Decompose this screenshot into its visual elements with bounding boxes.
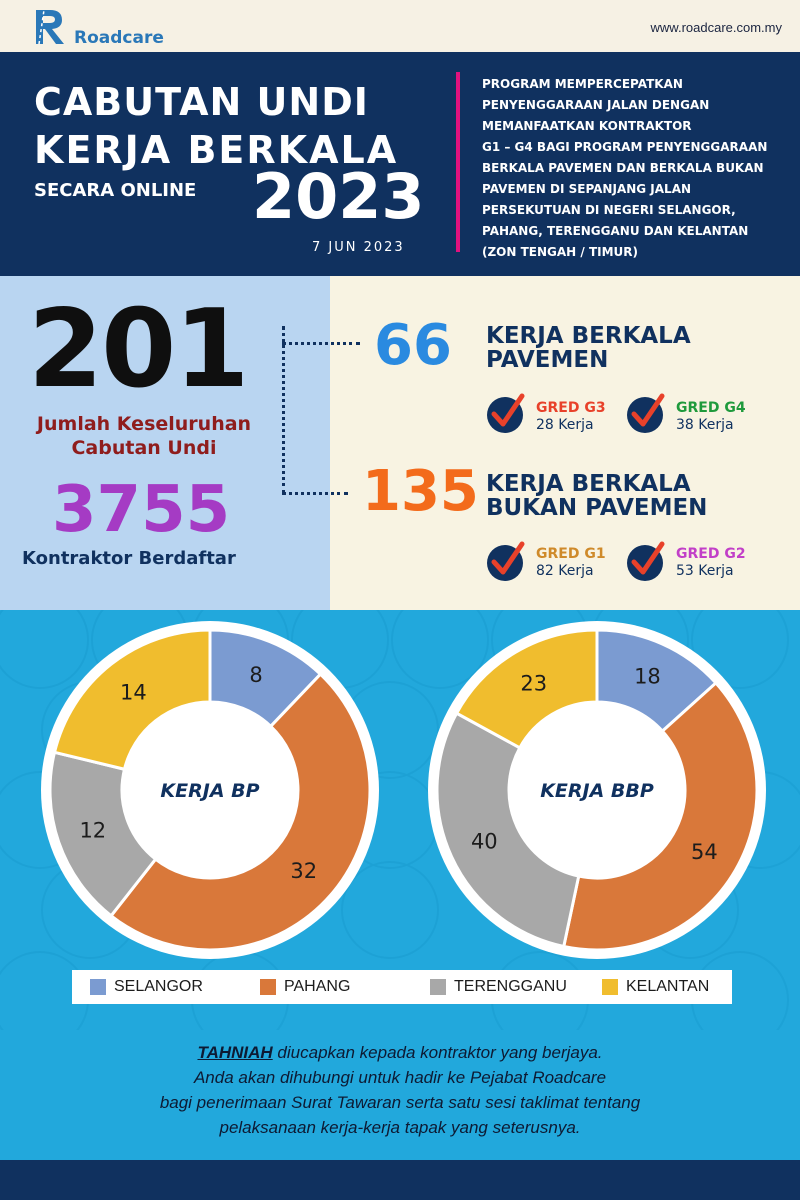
- title-line-2: KERJA BERKALA: [34, 128, 399, 172]
- description-line: BERKALA PAVEMEN DAN BERKALA BUKAN: [482, 161, 764, 175]
- tahniah-word: TAHNIAH: [197, 1043, 273, 1062]
- message-line: bagi penerimaan Surat Tawaran serta satu…: [159, 1093, 641, 1112]
- grade-jobs: 53 Kerja: [676, 563, 734, 579]
- description-line: PAVEMEN DI SEPANJANG JALAN: [482, 182, 692, 196]
- pavement-count: 66: [374, 313, 452, 378]
- slice-value-label: 8: [249, 663, 262, 687]
- description-line: G1 – G4 BAGI PROGRAM PENYENGGARAAN: [482, 140, 768, 154]
- slice-value-label: 23: [520, 671, 547, 695]
- legend-swatch: [90, 979, 106, 995]
- subtitle: SECARA ONLINE: [34, 180, 197, 201]
- donut-hole: [124, 704, 296, 876]
- legend-swatch: [260, 979, 276, 995]
- legend-label: SELANGOR: [114, 978, 203, 995]
- description-line: PENYENGGARAAN JALAN DENGAN: [482, 98, 710, 112]
- header-banner: CABUTAN UNDI KERJA BERKALA SECARA ONLINE…: [0, 52, 800, 276]
- donut-slice-terengganu: [435, 711, 581, 949]
- donut-slice-pahang: [561, 680, 759, 952]
- total-draws-label-line: Jumlah Keseluruhan: [36, 413, 252, 435]
- donut-hole: [511, 704, 683, 876]
- contractors-label: Kontraktor Berdaftar: [22, 548, 236, 569]
- legend-label: KELANTAN: [626, 978, 710, 995]
- total-draws-label-line: Cabutan Undi: [71, 437, 217, 459]
- summary-panel: [0, 276, 330, 610]
- message-line: pelaksanaan kerja-kerja tapak yang seter…: [219, 1118, 581, 1137]
- donut-slice-pahang: [108, 672, 372, 952]
- grade-label: GRED G4: [676, 400, 746, 416]
- pavement-title: KERJA BERKALA PAVEMEN: [486, 324, 691, 372]
- program-description: PROGRAM MEMPERCEPATKAN PENYENGGARAAN JAL…: [482, 74, 782, 263]
- total-draws-value: 201: [28, 287, 249, 412]
- grade-jobs: 82 Kerja: [536, 563, 594, 579]
- legend-swatch: [430, 979, 446, 995]
- donut-title: KERJA BP: [160, 780, 259, 802]
- donut-title: KERJA BBP: [540, 780, 654, 802]
- donut-chart-1: 8 32 12 14 KERJA BP: [41, 621, 379, 959]
- top-bar: Roadcare www.roadcare.com.my: [0, 0, 800, 52]
- message-line: Anda akan dihubungi untuk hadir ke Pejab…: [193, 1068, 607, 1087]
- legend-label: TERENGGANU: [454, 978, 567, 995]
- slice-value-label: 14: [120, 681, 147, 705]
- non-pavement-count: 135: [362, 459, 479, 524]
- non-pavement-title-line: KERJA BERKALA: [486, 471, 691, 497]
- description-line: PROGRAM MEMPERCEPATKAN: [482, 77, 683, 91]
- event-date: 7 JUN 2023: [312, 240, 405, 255]
- donut-slice-kelantan: [52, 628, 212, 772]
- grade-label: GRED G1: [536, 546, 606, 562]
- grade-label: GRED G3: [536, 400, 606, 416]
- non-pavement-title: KERJA BERKALA BUKAN PAVEMEN: [486, 472, 707, 520]
- grade-jobs: 28 Kerja: [536, 417, 594, 433]
- legend-item-terengganu: TERENGGANU: [430, 978, 567, 996]
- chart-area: 8 32 12 14 KERJA BP 18 54 40 23 KERJA BBP: [0, 610, 800, 1030]
- brand-name: Roadcare: [74, 28, 164, 48]
- message-line: TAHNIAH diucapkan kepada kontraktor yang…: [40, 1040, 760, 1065]
- donut-slice-kelantan: [454, 628, 599, 750]
- bottom-bar: [0, 1160, 800, 1200]
- total-draws-label: Jumlah Keseluruhan Cabutan Undi: [14, 412, 274, 460]
- slice-value-label: 54: [691, 840, 718, 864]
- legend-item-kelantan: KELANTAN: [602, 978, 709, 996]
- title-line-1: CABUTAN UNDI: [34, 80, 369, 124]
- pavement-title-line: KERJA BERKALA: [486, 323, 691, 349]
- slice-value-label: 32: [290, 859, 317, 883]
- category-panel: [330, 276, 800, 610]
- congratulations-message: TAHNIAH diucapkan kepada kontraktor yang…: [40, 1040, 760, 1140]
- checkmark-icon: [487, 393, 525, 433]
- contractors-value: 3755: [52, 473, 231, 547]
- description-line: MEMANFAATKAN KONTRAKTOR: [482, 119, 692, 133]
- checkmark-icon: [627, 541, 665, 581]
- legend-swatch: [602, 979, 618, 995]
- legend-item-selangor: SELANGOR: [90, 978, 203, 996]
- description-line: PAHANG, TERENGGANU DAN KELANTAN: [482, 224, 749, 238]
- checkmark-icon: [487, 541, 525, 581]
- legend-label: PAHANG: [284, 978, 351, 995]
- description-line: (ZON TENGAH / TIMUR): [482, 245, 639, 259]
- message-text: diucapkan kepada kontraktor yang berjaya…: [272, 1043, 603, 1062]
- chart-legend: SELANGOR PAHANG TERENGGANU KELANTAN: [72, 970, 732, 1004]
- connector-line: [282, 326, 285, 494]
- donut-slice-terengganu: [48, 750, 158, 918]
- footer-message-area: TAHNIAH diucapkan kepada kontraktor yang…: [0, 1030, 800, 1160]
- non-pavement-title-line: BUKAN PAVEMEN: [486, 495, 708, 521]
- slice-value-label: 40: [471, 830, 498, 854]
- roadcare-logo-icon: [36, 9, 64, 45]
- connector-line: [282, 492, 348, 495]
- grade-label: GRED G2: [676, 546, 746, 562]
- donut-charts: 8 32 12 14 KERJA BP 18 54 40 23 KERJA BBP: [41, 621, 766, 959]
- website-link[interactable]: www.roadcare.com.my: [650, 20, 782, 35]
- description-line: PERSEKUTUAN DI NEGERI SELANGOR,: [482, 203, 736, 217]
- pavement-title-line: PAVEMEN: [486, 347, 609, 373]
- year: 2023: [252, 160, 425, 233]
- connector-line: [282, 342, 360, 345]
- donut-chart-2: 18 54 40 23 KERJA BBP: [428, 621, 766, 959]
- checkmark-icon: [627, 393, 665, 433]
- grade-jobs: 38 Kerja: [676, 417, 734, 433]
- slice-value-label: 12: [79, 819, 106, 843]
- header-divider: [456, 72, 460, 252]
- slice-value-label: 18: [634, 665, 661, 689]
- legend-item-pahang: PAHANG: [260, 978, 350, 996]
